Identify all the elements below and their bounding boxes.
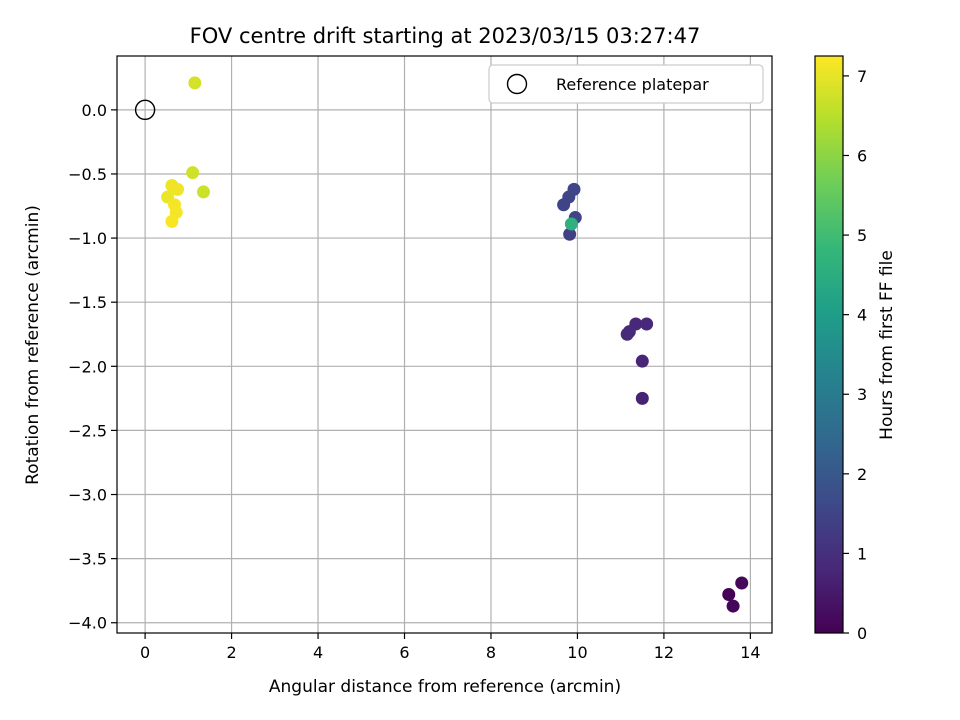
legend: Reference platepar	[488, 64, 764, 104]
y-axis-label: Rotation from reference (arcmin)	[23, 205, 43, 485]
x-axis-ticks: 0 2 4 6 8 10 12 14	[140, 633, 761, 662]
x-tick-label: 0	[140, 643, 150, 662]
data-point	[735, 576, 749, 590]
y-tick-label: −4.0	[68, 614, 107, 633]
data-point	[165, 214, 179, 228]
colorbar-tick-label: 2	[857, 465, 867, 484]
legend-entry-reference: Reference platepar	[556, 75, 709, 94]
y-tick-label: −3.5	[68, 550, 107, 569]
colorbar-tick-label: 0	[857, 624, 867, 643]
legend-box	[488, 64, 764, 104]
colorbar-tick-label: 3	[857, 385, 867, 404]
y-tick-label: −0.5	[68, 165, 107, 184]
data-point	[563, 227, 577, 241]
data-point	[635, 354, 649, 368]
y-tick-label: 0.0	[82, 101, 107, 120]
x-tick-label: 10	[567, 643, 587, 662]
data-point	[188, 76, 202, 90]
x-tick-label: 4	[313, 643, 323, 662]
grid	[117, 56, 772, 633]
data-point	[567, 182, 581, 196]
colorbar-ticks: 0 1 2 3 4 5 6 7	[843, 67, 867, 643]
data-point	[635, 391, 649, 405]
data-point	[722, 588, 736, 602]
data-point	[640, 317, 654, 331]
y-tick-label: −2.0	[68, 357, 107, 376]
y-axis-ticks: 0.0 −0.5 −1.0 −1.5 −2.0 −2.5 −3.0 −3.5 −4.0	[68, 101, 117, 633]
x-tick-label: 12	[654, 643, 674, 662]
colorbar-tick-label: 4	[857, 306, 867, 325]
legend-reference-marker	[506, 73, 528, 95]
data-point	[564, 217, 578, 231]
reference-point	[134, 99, 156, 121]
data-points	[161, 76, 749, 613]
reference-marker	[134, 99, 156, 121]
x-tick-label: 8	[486, 643, 496, 662]
y-tick-label: −3.0	[68, 486, 107, 505]
chart-title: FOV centre drift starting at 2023/03/15 …	[190, 24, 701, 48]
x-tick-label: 14	[740, 643, 760, 662]
y-tick-label: −2.5	[68, 421, 107, 440]
colorbar-frame	[814, 55, 844, 634]
colorbar-tick-label: 5	[857, 226, 867, 245]
y-tick-label: −1.5	[68, 293, 107, 312]
x-axis-label: Angular distance from reference (arcmin)	[269, 677, 621, 697]
x-tick-label: 2	[226, 643, 236, 662]
colorbar	[815, 56, 843, 633]
data-point	[620, 327, 634, 341]
plot-frame	[116, 55, 773, 634]
data-point	[726, 599, 740, 613]
data-point	[196, 185, 210, 199]
colorbar-tick-label: 7	[857, 67, 867, 86]
data-point	[171, 182, 185, 196]
y-tick-label: −1.0	[68, 229, 107, 248]
data-point	[186, 166, 200, 180]
colorbar-tick-label: 1	[857, 544, 867, 563]
colorbar-tick-label: 6	[857, 146, 867, 165]
x-tick-label: 6	[399, 643, 409, 662]
colorbar-label: Hours from first FF file	[877, 250, 897, 440]
